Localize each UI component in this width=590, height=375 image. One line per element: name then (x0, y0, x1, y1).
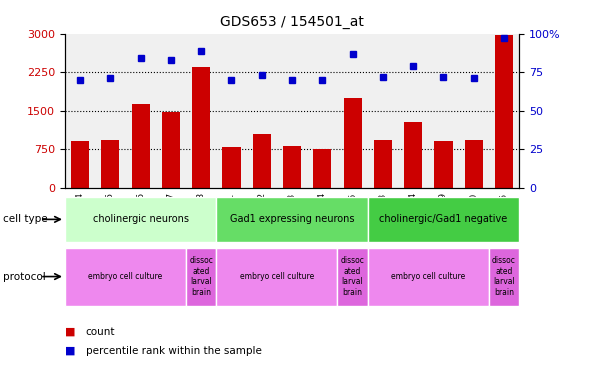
Bar (253, 134, 271, 188)
Bar (101, 140, 119, 188)
Text: dissoc
ated
larval
brain: dissoc ated larval brain (492, 256, 516, 297)
Bar (374, 140, 392, 188)
Text: cell type: cell type (3, 214, 48, 224)
Text: dissoc
ated
larval
brain: dissoc ated larval brain (340, 256, 365, 297)
Bar (343, 98, 362, 188)
Text: count: count (86, 327, 115, 337)
Bar (313, 149, 332, 188)
Text: dissoc
ated
larval
brain: dissoc ated larval brain (189, 256, 213, 297)
Bar (192, 67, 210, 188)
Bar (465, 140, 483, 188)
Text: cholinergic/Gad1 negative: cholinergic/Gad1 negative (379, 214, 507, 224)
Bar (283, 146, 301, 188)
Text: cholinergic neurons: cholinergic neurons (93, 214, 189, 224)
Text: ■: ■ (65, 327, 76, 337)
Bar (495, 35, 513, 188)
Text: embryo cell culture: embryo cell culture (88, 272, 163, 281)
Text: ■: ■ (65, 346, 76, 355)
Bar (434, 141, 453, 188)
Text: embryo cell culture: embryo cell culture (391, 272, 466, 281)
Bar (222, 147, 241, 188)
Text: protocol: protocol (3, 272, 45, 282)
Text: embryo cell culture: embryo cell culture (240, 272, 314, 281)
Text: percentile rank within the sample: percentile rank within the sample (86, 346, 261, 355)
Bar (71, 141, 89, 188)
Text: GDS653 / 154501_at: GDS653 / 154501_at (220, 15, 364, 29)
Bar (404, 122, 422, 188)
Text: Gad1 expressing neurons: Gad1 expressing neurons (230, 214, 355, 224)
Bar (132, 105, 150, 188)
Bar (162, 112, 180, 188)
